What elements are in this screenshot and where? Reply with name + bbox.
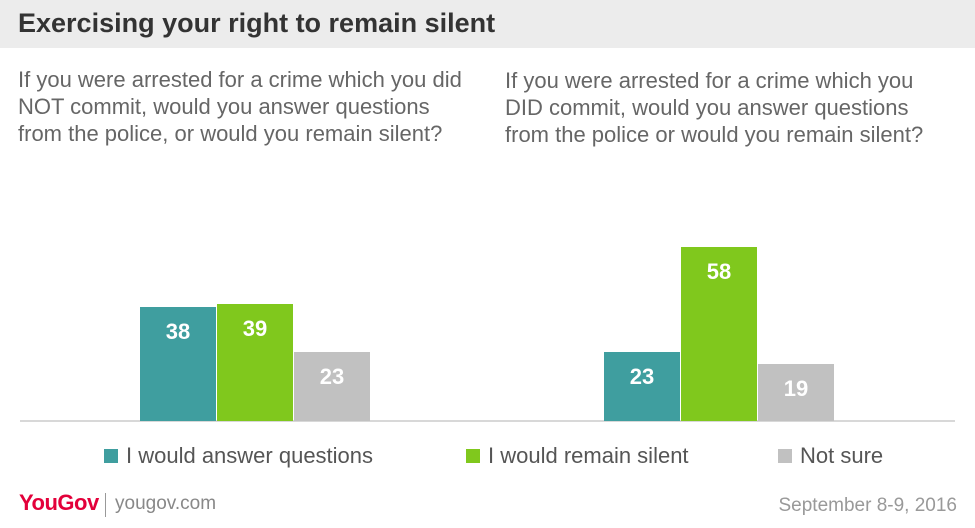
- bars-group: 38 39 23 23 58 19: [140, 247, 834, 421]
- data-label-answer-q2: 23: [630, 364, 654, 389]
- legend-item-silent: I would remain silent: [466, 442, 689, 470]
- data-label-not-sure-q2: 19: [784, 376, 808, 401]
- data-label-silent-q2: 58: [707, 259, 731, 284]
- legend-item-answer: I would answer questions: [104, 442, 373, 470]
- footer-divider: [105, 493, 106, 517]
- bar-silent-q1: [217, 304, 293, 421]
- bar-not-sure-q1: [294, 352, 370, 421]
- bar-silent-q2: [681, 247, 757, 421]
- data-label-silent-q1: 39: [243, 316, 267, 341]
- legend-label-not-sure: Not sure: [800, 443, 884, 468]
- title-bar: Exercising your right to remain silent: [0, 0, 975, 48]
- bar-answer-q1: [140, 307, 216, 421]
- data-label-not-sure-q1: 23: [320, 364, 344, 389]
- bar-not-sure-q2: [758, 364, 834, 421]
- footer-date: September 8-9, 2016: [778, 495, 957, 516]
- legend-label-answer: I would answer questions: [126, 443, 374, 468]
- data-label-answer-q1: 38: [166, 319, 190, 344]
- question-right: If you were arrested for a crime which y…: [505, 68, 924, 147]
- bar-answer-q2: [604, 352, 680, 421]
- legend-swatch-silent: [466, 449, 480, 463]
- legend-swatch-not-sure: [778, 449, 792, 463]
- legend-swatch-answer: [104, 449, 118, 463]
- yougov-logo[interactable]: YouGov: [19, 490, 99, 515]
- footer-site-link[interactable]: yougov.com: [115, 493, 217, 514]
- question-left: If you were arrested for a crime which y…: [18, 67, 462, 146]
- legend-item-not-sure: Not sure: [778, 442, 883, 470]
- legend-label-silent: I would remain silent: [488, 443, 689, 468]
- chart-title: Exercising your right to remain silent: [18, 8, 496, 38]
